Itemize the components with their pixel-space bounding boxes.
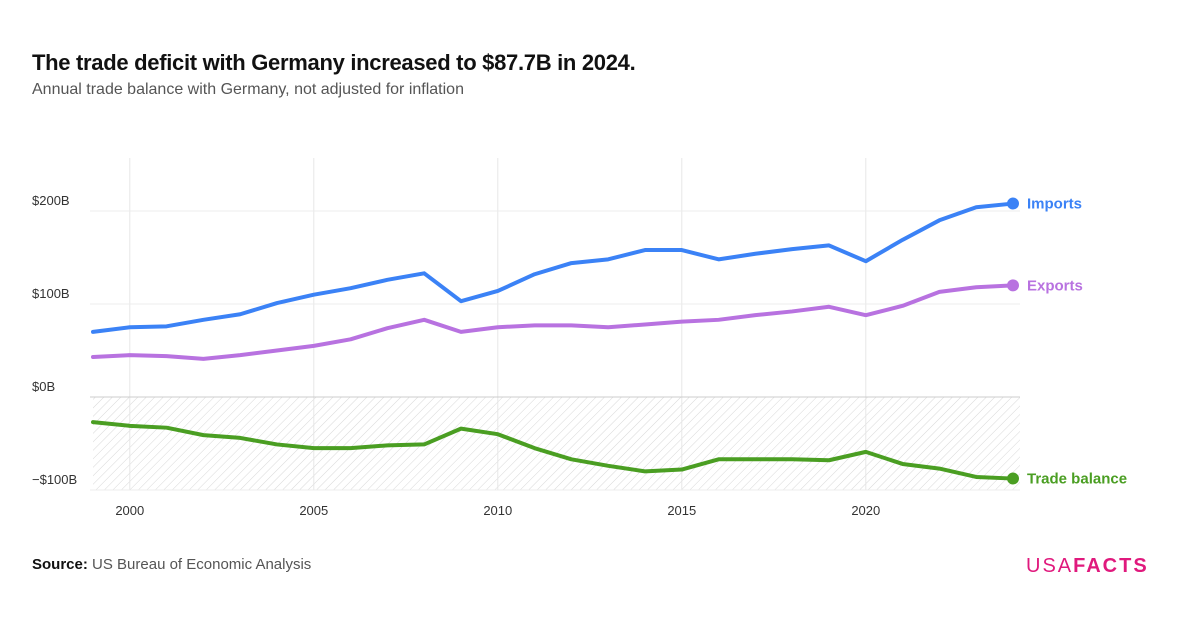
x-tick-label: 2015: [667, 503, 696, 518]
usafacts-logo: USAFACTS: [1026, 555, 1149, 578]
trade-balance-end-marker: [1007, 472, 1019, 485]
logo-usa: USA: [1026, 555, 1074, 577]
x-tick-label: 2005: [299, 503, 328, 518]
negative-region: [93, 397, 1020, 490]
trade-balance-label: Trade balance: [1027, 471, 1127, 488]
chart-subtitle: Annual trade balance with Germany, not a…: [32, 81, 464, 98]
exports-line: [91, 283, 1015, 361]
y-tick-label: $0B: [32, 379, 55, 394]
imports-label: Imports: [1027, 196, 1082, 213]
exports-end-marker: [1007, 279, 1019, 292]
trade-balance-line: [91, 420, 1015, 481]
x-tick-label: 2000: [115, 503, 144, 518]
y-tick-label: $100B: [32, 286, 70, 301]
source-note: Source: US Bureau of Economic Analysis: [32, 556, 311, 573]
y-tick-label: $200B: [32, 193, 70, 208]
x-tick-label: 2010: [483, 503, 512, 518]
y-tick-label: −$100B: [32, 472, 77, 487]
source-label: Source:: [32, 556, 88, 573]
logo-facts: FACTS: [1073, 555, 1149, 577]
x-tick-label: 2020: [851, 503, 880, 518]
imports-end-marker: [1007, 197, 1019, 210]
source-text: US Bureau of Economic Analysis: [92, 556, 312, 573]
chart-title: The trade deficit with Germany increased…: [32, 50, 636, 75]
imports-line: [91, 201, 1015, 334]
exports-label: Exports: [1027, 277, 1083, 294]
